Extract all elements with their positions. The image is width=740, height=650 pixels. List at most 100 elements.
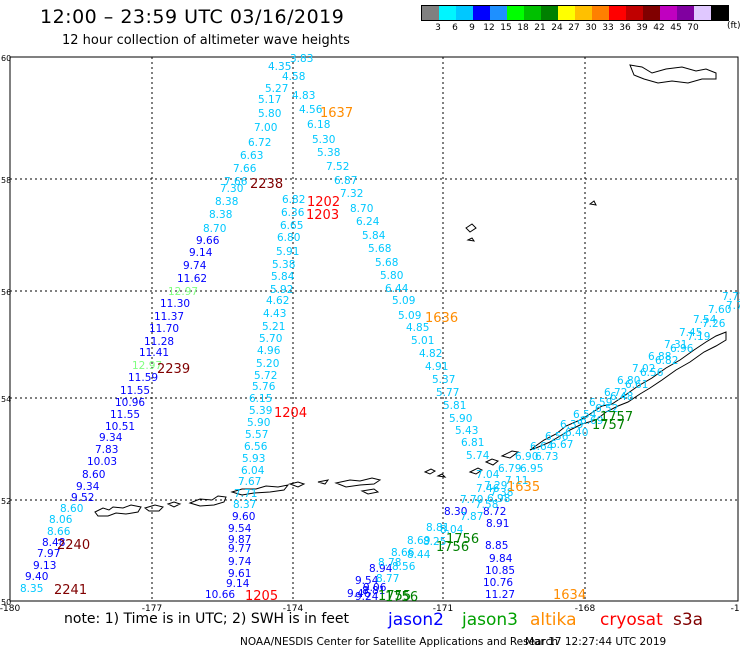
wave-height-value: 5.70 [259,333,282,345]
pass-time: 2239 [157,362,190,377]
wave-height-value: 6.67 [550,439,573,451]
wave-height-value: 5.84 [362,230,386,242]
wave-height-value: 5.80 [380,270,403,282]
wave-height-value: 6.35 [560,419,583,431]
map-frame [9,56,739,602]
colorbar-label: 12 [483,23,495,33]
colorbar-swatch [609,6,626,20]
wave-height-value: 5.77 [436,387,459,399]
colorbar-swatch [677,6,694,20]
bering-islands [465,64,717,242]
wave-height-value: 7.11 [505,475,528,487]
wave-height-value: 8.85 [485,540,508,552]
colorbar-swatch [473,6,490,20]
wave-height-value: 12.97 [168,286,198,298]
colorbar-swatch [439,6,456,20]
wave-height-value: 6.69 [580,415,603,427]
wave-height-value: 5.84 [271,271,295,283]
colorbar-label: 21 [534,23,546,33]
colorbar-swatch [422,6,439,20]
pass-time: 1755 [378,589,411,604]
page-subtitle: 12 hour collection of altimeter wave hei… [62,33,350,48]
wave-height-value: 6.15 [249,393,272,405]
wave-height-value: 4.58 [282,71,305,83]
footnote: note: 1) Time is in UTC; 2) SWH is in fe… [64,611,350,627]
wave-height-value: 7.26 [702,318,726,330]
wave-height-value: 8.91 [486,518,509,530]
wave-height-value: 7.67 [238,476,261,488]
wave-height-value: 7.00 [254,122,277,134]
wave-height-value: 8.38 [215,196,238,208]
wave-height-value: 9.84 [489,553,513,565]
colorbar-label: 15 [500,23,512,33]
wave-height-value: 12.97 [132,360,162,372]
colorbar-label: 39 [636,23,648,33]
wave-height-value: 5.93 [242,453,265,465]
wave-height-value: 4.35 [268,61,291,73]
wave-height-value: 9.54 [355,575,379,587]
wave-height-value: 6.72 [604,387,627,399]
lon-tick-label: -174 [283,604,304,614]
wave-height-value: 5.81 [443,400,466,412]
wave-height-value: 6.56 [244,441,268,453]
wave-height-value: 5.43 [455,425,478,437]
wave-height-value: 11.37 [154,311,184,323]
wave-height-value: 5.74 [466,450,490,462]
wave-height-value: 10.96 [115,397,145,409]
wave-height-value: 8.77 [376,573,399,585]
wave-height-value: 6.90 [515,451,538,463]
lat-tick-label: 60 [1,54,11,63]
wave-height-value: 7.71 [234,488,257,500]
colorbar-swatch [694,6,711,20]
wave-height-value: 8.60 [82,469,105,481]
wave-height-value: 7.83 [95,444,118,456]
lon-tick-label: -177 [142,604,162,614]
wave-height-value: 7.19 [687,331,710,343]
wave-height-value: 11.28 [144,336,174,348]
lat-tick-label: 58 [1,176,11,185]
colorbar-label: 27 [568,23,580,33]
wave-height-value: 8.66 [47,526,71,538]
wave-height-value: 4.91 [425,361,448,373]
wave-height-value: 6.82 [655,355,678,367]
wave-height-value: 5.80 [258,108,281,120]
wave-height-value: 7.04 [476,469,500,481]
wave-height-value: 6.61 [625,379,648,391]
wave-height-value: 9.54 [228,523,252,535]
colorbar-swatch [643,6,660,20]
wave-height-value: 11.55 [120,385,150,397]
wave-height-value: 8.78 [378,557,401,569]
colorbar-label: 18 [517,23,529,33]
pass-time: 1634 [553,588,586,603]
colorbar-swatch [711,6,728,20]
wave-height-value: 10.03 [87,456,117,468]
wave-height-value: 9.34 [99,432,123,444]
wave-height-value: 6.64 [530,441,554,453]
wave-height-value: 6.81 [461,437,484,449]
wave-height-value: 9.14 [226,578,250,590]
wave-height-value: 11.59 [128,372,158,384]
wave-height-value: 9.74 [228,556,252,568]
page-title: 12:00 – 23:59 UTC 03/16/2019 [40,6,345,28]
colorbar-swatch [575,6,592,20]
wave-height-value: 6.79 [498,463,521,475]
wave-height-value: 9.61 [228,568,251,580]
wave-height-value: 6.56 [640,367,664,379]
colorbar-swatch [626,6,643,20]
aleutian-islands-west [94,501,182,517]
wave-height-value: 6.98 [487,493,510,505]
pass-time: 1756 [436,540,469,555]
colorbar-swatch [507,6,524,20]
pass-time: 1202 [307,195,340,210]
map-grid: -180 -177 -174 -171 -168 -16 60 58 56 54 52 50 [0,54,740,614]
wave-height-value: 6.44 [385,283,409,295]
wave-height-value: 8.69 [407,535,430,547]
wave-height-value: 6.73 [535,451,558,463]
pass-time: 1636 [425,311,458,326]
pass-time: 1757 [592,418,625,433]
pass-time: 1203 [306,208,339,223]
wave-height-value: 5.09 [398,310,421,322]
wave-height-value: 9.52 [71,492,94,504]
wave-height-value: 6.56 [545,431,569,443]
wave-height-value: 9.24 [355,591,379,603]
